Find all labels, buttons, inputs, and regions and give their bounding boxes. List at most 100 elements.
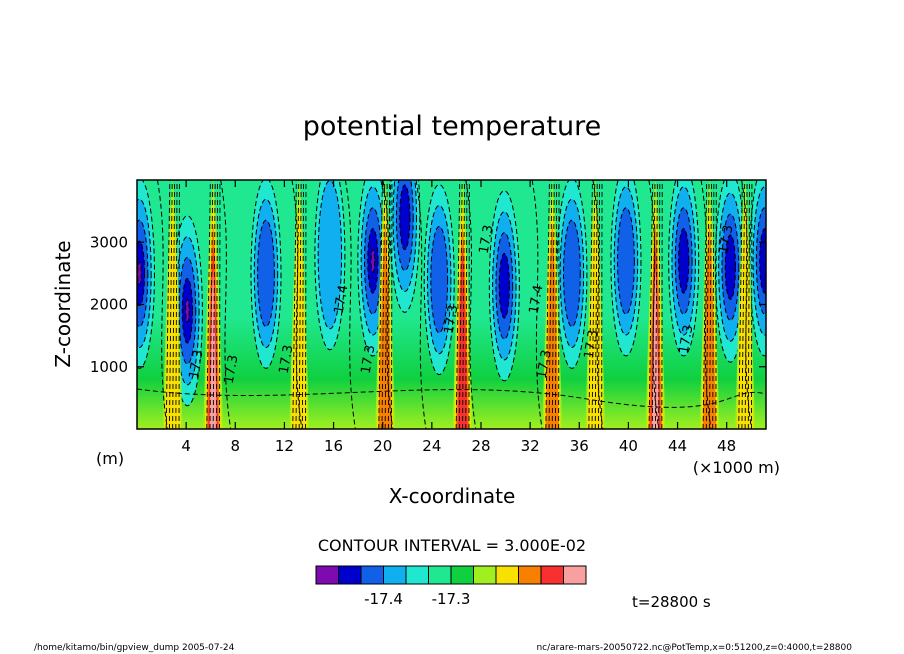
plume-contour [465,180,468,429]
cold-core-0 [137,180,155,369]
warm-plume-0 [162,180,183,429]
colorbar [315,565,587,585]
warm-plume-band [209,268,217,429]
plume-contour [702,180,708,429]
contour-label: 17.4 [527,284,547,315]
contour-line [741,180,753,429]
cold-core-ring [399,184,411,251]
contour-line [592,180,604,429]
plume-contour [301,180,305,429]
chart-title: potential temperature [303,111,601,142]
warm-plume-4 [452,180,473,429]
cold-core-4 [357,180,389,357]
colorbar-labels: -17.4 -17.3 [364,590,470,608]
x-tick-label: 12 [275,437,294,455]
contour-label: 17.3 [187,349,207,380]
x-axis-title: X-coordinate [389,484,516,508]
x-tick-label: 16 [324,437,343,455]
cold-core-ring [317,180,343,330]
cold-core-ring [562,219,581,328]
contour-label: 17.3 [277,344,297,375]
plume-contour [378,180,383,429]
plume-contour [548,180,553,429]
plume-contour [658,180,661,429]
colorbar-swatch [495,565,519,585]
colorbar-swatch [473,565,497,585]
cold-core-10 [668,180,700,357]
cold-core-6 [423,184,455,376]
plume-contour [292,180,297,429]
plume-contour [709,180,712,429]
colorbar-swatch [540,565,564,585]
plume-contour [215,180,219,429]
warm-plume-band [290,202,308,429]
x-scale-label: (×1000 m) [693,458,780,477]
warm-plume-band [586,202,604,429]
contour-labels: 17.3 17.3 17.3 17.4 17.3 17.3 17.3 17.4 17.3 17.3… [187,224,737,385]
cold-core-ring [185,298,190,323]
contour-lines [137,180,766,429]
plume-contour [165,180,171,429]
plume-contour [705,180,710,429]
cold-core-2 [250,180,282,369]
cold-core-ring [430,225,449,334]
cold-core-8 [556,180,588,369]
colorbar-swatch [518,565,542,585]
x-unit-label: (m) [96,449,124,468]
cold-core-ring [678,228,690,294]
contour-line [220,180,232,429]
x-tick-label: 28 [471,437,490,455]
contour-line [415,180,427,429]
plume-contour [594,180,598,429]
warm-plume-3 [375,180,396,429]
colorbar-label: -17.3 [432,590,471,608]
colorbar-swatch [360,565,384,585]
contour-label: 17.3 [442,304,462,335]
x-tick-label: 48 [717,437,736,455]
plume-contour [206,180,211,429]
plume-contour [172,180,176,429]
plume-contour [387,180,391,429]
contour-label: 17.4 [332,284,352,315]
cold-core-12 [749,180,766,357]
plot-area: 17.3 17.3 17.3 17.4 17.3 17.3 17.3 17.4 17.3 17.3… [137,180,766,429]
warm-plume-band [736,202,754,429]
contour-line [465,180,477,429]
warm-plume-2 [289,180,310,429]
plume-contour [554,180,558,429]
time-label: t=28800 s [632,593,711,611]
cold-core-ring [137,261,142,286]
warm-plume-band [651,268,660,429]
plume-contour [648,180,654,429]
contour-line [382,180,394,429]
x-axis-ticks: 4 8 12 16 20 24 28 32 36 40 44 48 [181,180,736,455]
x-tick-label: 36 [570,437,589,455]
plume-contour [747,180,750,429]
plume-contour [175,180,178,429]
warm-plumes [162,180,756,429]
colorbar-swatch [405,565,429,585]
plume-contour [588,180,593,429]
plume-contour [654,180,658,429]
contour-line [648,180,660,429]
plume-contour [168,180,173,429]
contour-line [344,180,356,429]
x-tick-label: 40 [619,437,638,455]
cold-core-ring [617,207,635,315]
cold-cores [137,180,766,407]
contour-line [137,388,766,408]
contour-label: 17.3 [582,329,602,360]
y-axis-title: Z-coordinate [51,240,75,367]
x-tick-label: 44 [668,437,687,455]
plume-contour [384,180,388,429]
x-tick-label: 20 [373,437,392,455]
cold-core-ring [498,253,510,319]
x-tick-label: 8 [231,437,241,455]
colorbar-swatch [383,565,407,585]
plume-contour [295,180,300,429]
contour-line [156,180,168,429]
contour-label: 17.3 [677,324,697,355]
cold-core-9 [610,180,642,357]
plume-contour [597,180,601,429]
